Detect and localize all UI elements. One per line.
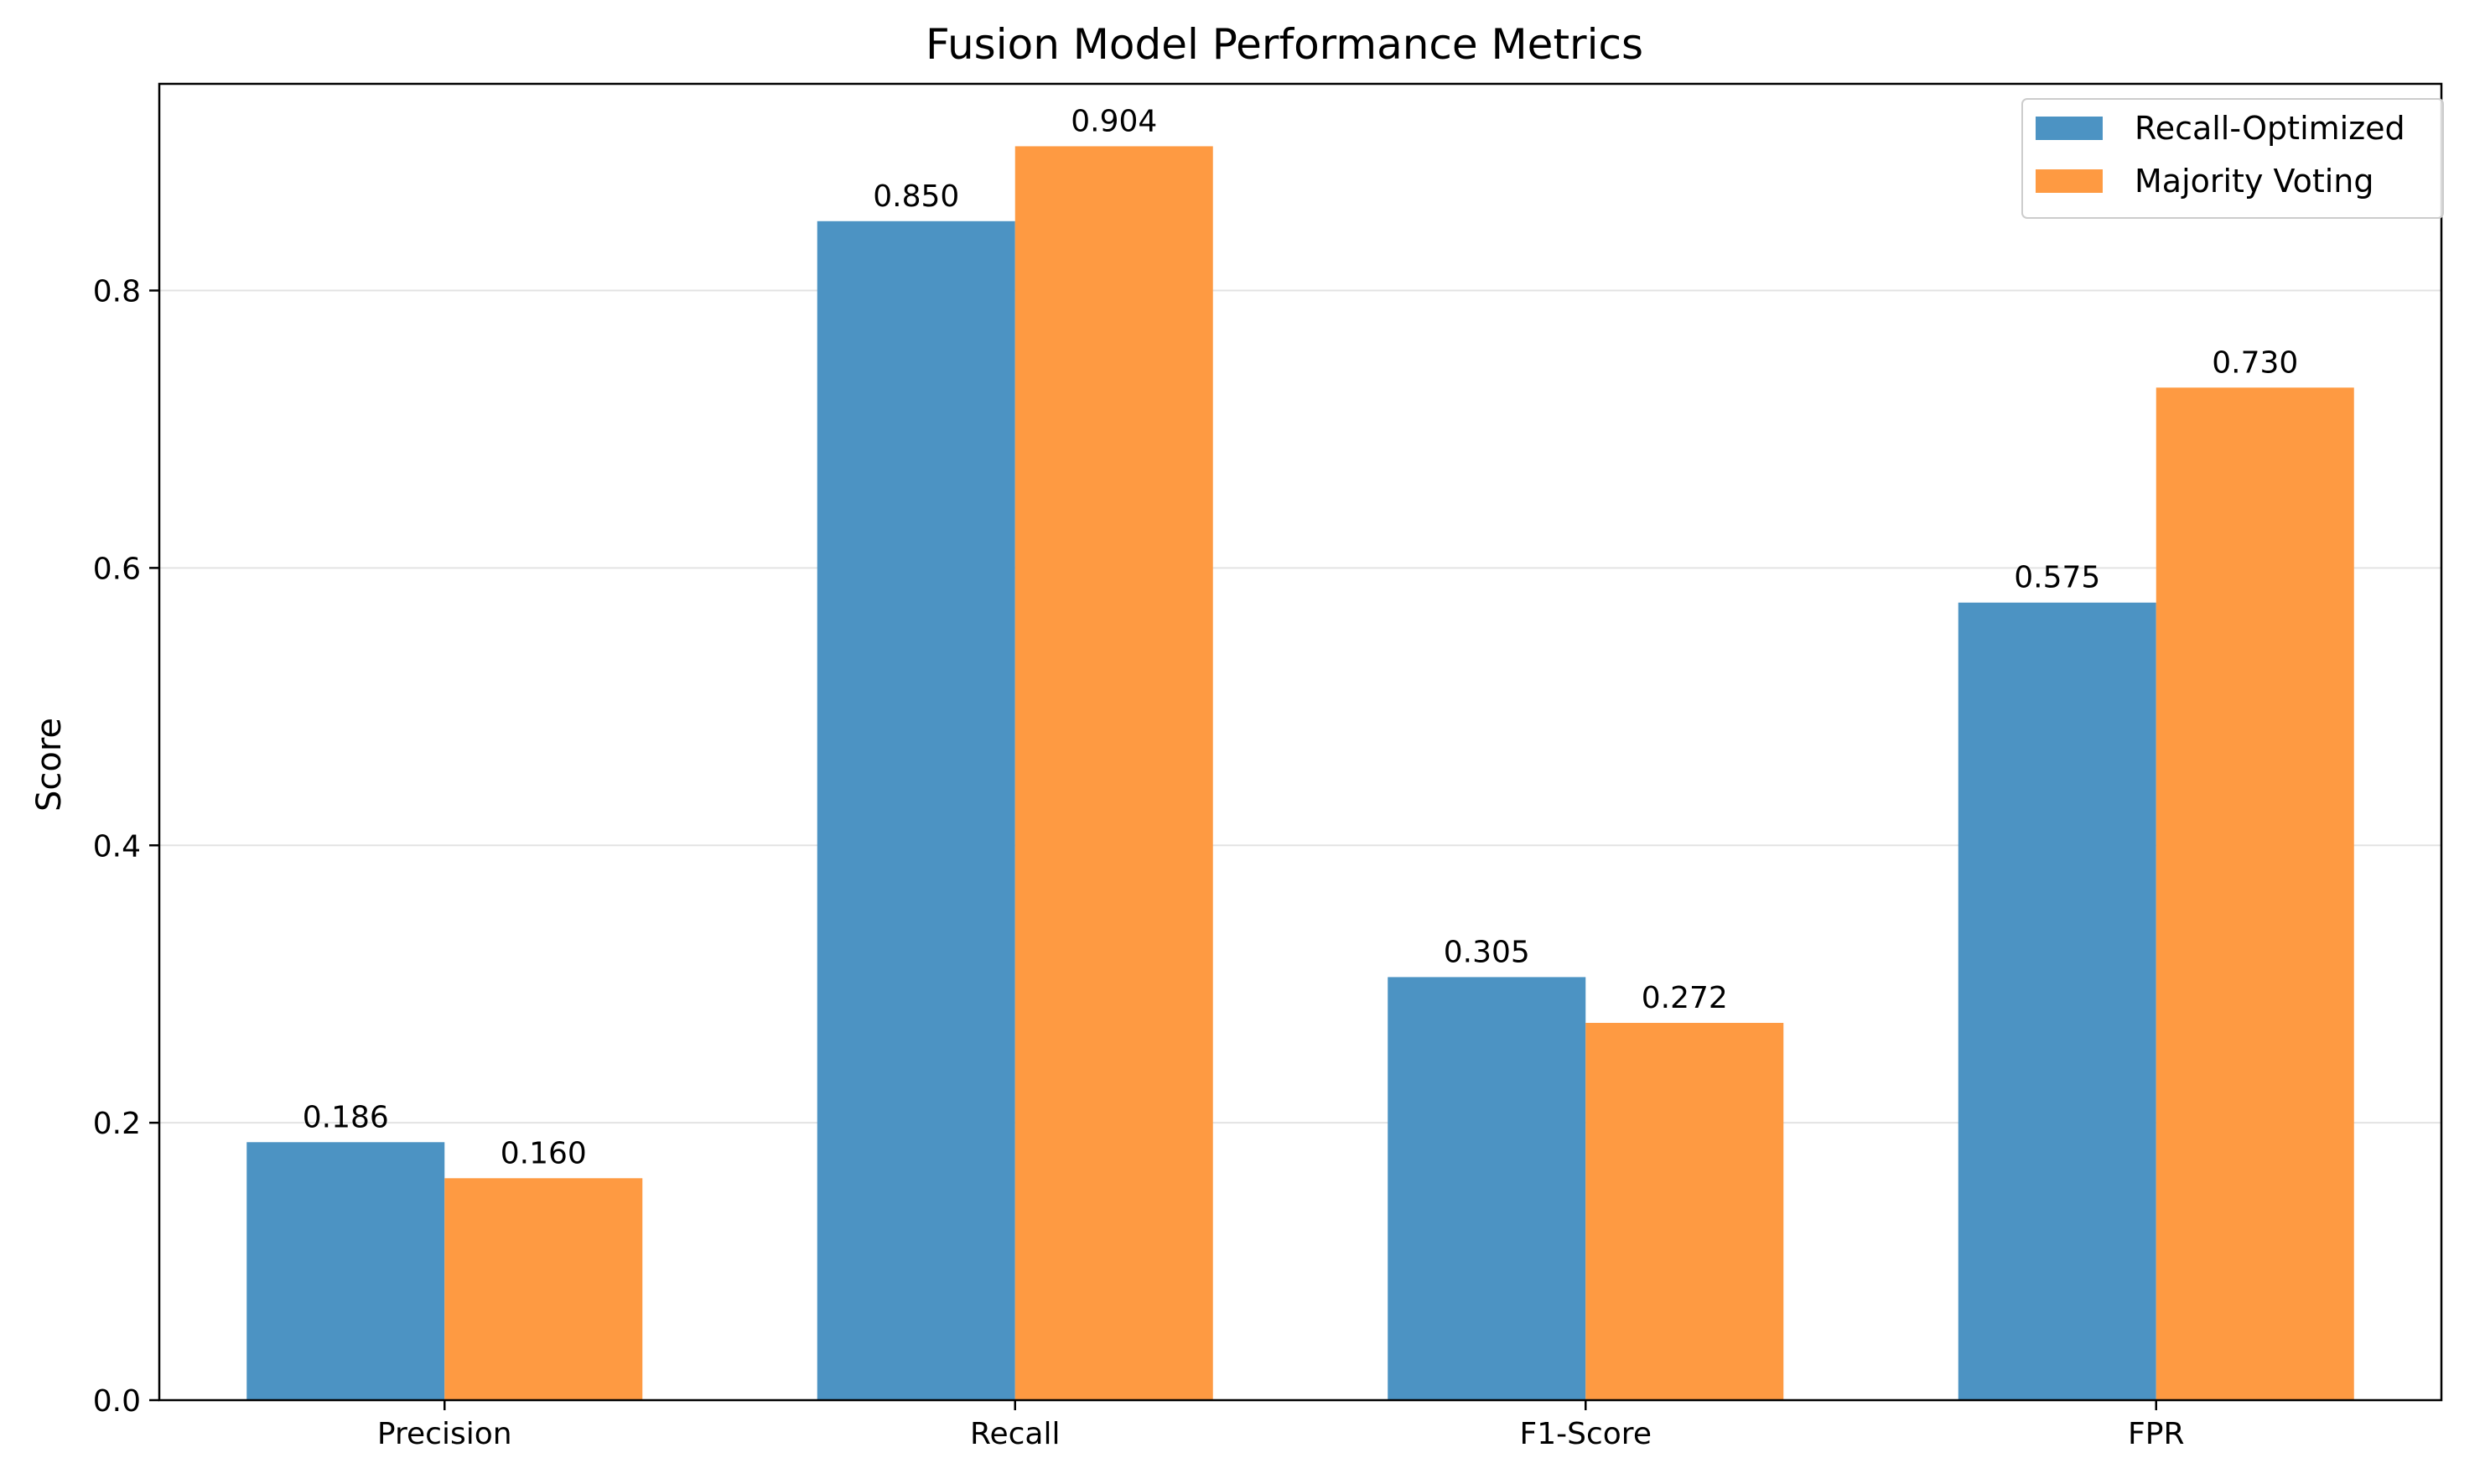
y-axis-ticks: 0.0 0.2 0.4 0.6 0.8 bbox=[93, 275, 159, 1419]
value-label-majority-voting-recall: 0.904 bbox=[1071, 104, 1157, 138]
bar-recall-optimized-f1-score bbox=[1388, 977, 1586, 1400]
bar-majority-voting-fpr bbox=[2156, 387, 2354, 1401]
value-label-recall-optimized-f1-score: 0.305 bbox=[1444, 935, 1530, 969]
value-label-recall-optimized-recall: 0.850 bbox=[873, 179, 959, 214]
y-tick-label-0-4: 0.4 bbox=[93, 829, 141, 864]
legend-label-majority-voting: Majority Voting bbox=[2135, 163, 2373, 200]
x-tick-label-f1-score: F1-Score bbox=[1520, 1417, 1652, 1451]
value-label-majority-voting-f1-score: 0.272 bbox=[1642, 981, 1728, 1015]
y-tick-label-0-0: 0.0 bbox=[93, 1384, 141, 1419]
bars bbox=[246, 146, 2354, 1401]
legend: Recall-Optimized Majority Voting bbox=[2021, 98, 2444, 219]
value-label-majority-voting-fpr: 0.730 bbox=[2212, 345, 2298, 380]
value-label-recall-optimized-precision: 0.186 bbox=[303, 1100, 389, 1134]
x-tick-label-recall: Recall bbox=[970, 1417, 1060, 1451]
y-tick-label-0-8: 0.8 bbox=[93, 275, 141, 309]
chart-title: Fusion Model Performance Metrics bbox=[926, 20, 1643, 69]
y-axis-label: Score bbox=[30, 718, 69, 812]
bar-majority-voting-precision bbox=[444, 1178, 643, 1400]
x-axis-ticks: Precision Recall F1-Score FPR bbox=[377, 1400, 2184, 1451]
value-label-recall-optimized-fpr: 0.575 bbox=[2014, 561, 2100, 595]
bar-majority-voting-recall bbox=[1014, 146, 1213, 1401]
x-tick-label-fpr: FPR bbox=[2128, 1417, 2184, 1451]
legend-swatch-majority-voting bbox=[2036, 169, 2103, 193]
y-tick-label-0-6: 0.6 bbox=[93, 552, 141, 586]
bar-recall-optimized-fpr bbox=[1958, 602, 2156, 1400]
y-tick-label-0-2: 0.2 bbox=[93, 1107, 141, 1141]
legend-swatch-recall-optimized bbox=[2036, 117, 2103, 140]
x-tick-label-precision: Precision bbox=[377, 1417, 512, 1451]
plot-frame bbox=[158, 82, 2443, 1402]
value-label-majority-voting-precision: 0.160 bbox=[501, 1136, 587, 1170]
bar-recall-optimized-precision bbox=[246, 1142, 445, 1400]
legend-box bbox=[2021, 98, 2444, 219]
bar-recall-optimized-recall bbox=[817, 221, 1015, 1400]
value-labels: 0.186 0.160 0.850 0.904 0.305 0.272 0.575 0.730 bbox=[303, 104, 2299, 1170]
bar-majority-voting-f1-score bbox=[1585, 1023, 1784, 1400]
legend-label-recall-optimized: Recall-Optimized bbox=[2135, 110, 2405, 147]
